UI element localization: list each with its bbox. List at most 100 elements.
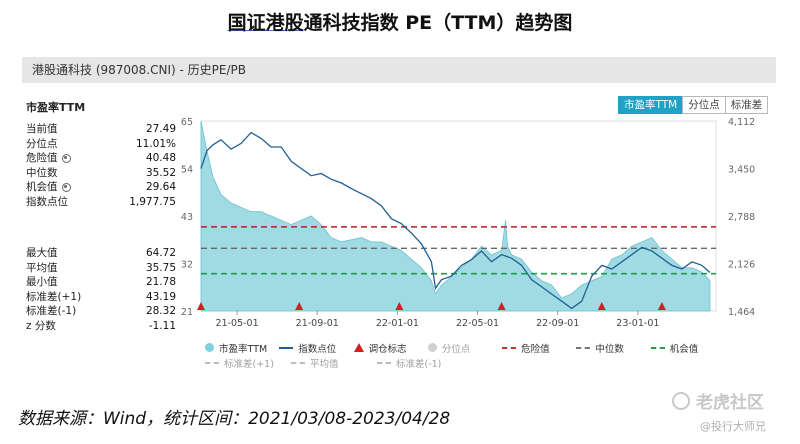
triangle-marker-icon <box>353 343 364 352</box>
dash-swatch-icon <box>291 361 305 364</box>
legend-item[interactable]: 平均值 <box>291 356 377 370</box>
stat-value: 35.75 <box>145 261 176 274</box>
legend-label: 中位数 <box>595 343 624 355</box>
dash-swatch-icon <box>377 361 391 364</box>
rebalance-marker <box>395 302 404 310</box>
tiger-logo-icon <box>672 391 690 410</box>
legend-item[interactable]: 机会值 <box>650 341 725 355</box>
stat-row: 中位数 35.52 <box>26 166 176 181</box>
stat-label: z 分数 <box>26 319 56 332</box>
x-axis-tick-label: 22-01-01 <box>376 318 419 329</box>
pe-area-series <box>200 120 711 312</box>
stat-label: 标准差(+1) <box>26 290 82 303</box>
x-axis-tick-label: 21-05-01 <box>216 318 259 329</box>
rebalance-marker <box>597 302 606 310</box>
right-axis-tick-label: 2,788 <box>728 212 755 223</box>
stat-row: 机会值 29.64 <box>26 180 176 195</box>
dash-swatch-icon <box>650 346 665 349</box>
rebalance-marker <box>657 302 666 310</box>
tab-std-dev[interactable]: 标准差 <box>724 96 769 114</box>
left-axis-tick-label: 21 <box>181 307 193 318</box>
stat-value: 1,977.75 <box>129 195 176 208</box>
stat-row: 当前值 27.49 <box>26 122 176 137</box>
stat-label: 中位数 <box>26 166 58 179</box>
stat-row: 标准差(-1) 28.32 <box>26 304 176 319</box>
legend-label: 指数点位 <box>298 343 337 355</box>
chart-legend: 市盈率TTM 指数点位 调仓标志 分位点 危险值 中位数 机会值 标准差(+1) 平均值 标准差… <box>205 340 725 370</box>
legend-item[interactable]: 中位数 <box>576 341 650 355</box>
watermark-text: 老虎社区 <box>696 393 764 413</box>
stat-value: 28.32 <box>145 305 176 317</box>
rebalance-marker <box>295 302 304 310</box>
page-title: 国证港股通科技指数 PE（TTM）趋势图 <box>227 12 573 34</box>
legend-label: 分位点 <box>441 343 471 355</box>
stat-row: 标准差(+1) 43.19 <box>26 290 176 305</box>
gear-icon[interactable] <box>61 153 71 163</box>
stat-value: 35.52 <box>145 166 176 179</box>
legend-label: 平均值 <box>310 358 339 370</box>
dash-swatch-icon <box>205 361 219 364</box>
left-axis-tick-label: 65 <box>181 117 193 128</box>
legend-item[interactable]: 危险值 <box>502 341 576 355</box>
index-line-series <box>200 131 711 310</box>
tab-pe-ttm[interactable]: 市盈率TTM <box>618 96 684 114</box>
stat-value: -1.11 <box>148 319 176 332</box>
legend-item[interactable]: 标准差(-1) <box>377 356 463 370</box>
stat-row: 分位点 11.01% <box>26 137 176 152</box>
page-title-highlight: 国证港股 <box>227 12 304 34</box>
stat-label: 当前值 <box>26 123 58 135</box>
right-axis-tick-label: 4,112 <box>728 117 755 128</box>
legend-label: 市盈率TTM <box>219 343 268 355</box>
left-axis-tick-label: 54 <box>181 165 193 176</box>
stat-value: 21.78 <box>145 276 176 288</box>
x-axis-tick-label: 21-09-01 <box>296 318 339 329</box>
legend-item[interactable]: 市盈率TTM <box>205 341 279 355</box>
stats-top: 当前值 27.49 分位点 11.01% 危险值 40.48 中位数 35.52 机会值… <box>26 122 176 209</box>
x-axis-tick-label: 23-01-01 <box>616 318 659 329</box>
stat-row: 指数点位 1,977.75 <box>26 195 176 210</box>
stat-label: 最小值 <box>26 276 58 288</box>
legend-label: 危险值 <box>521 343 550 355</box>
legend-label: 调仓标志 <box>368 343 407 355</box>
stat-value: 29.64 <box>145 181 176 193</box>
index-header-bar: 港股通科技 (987008.CNI) - 历史PE/PB <box>22 57 776 83</box>
stat-label: 平均值 <box>26 261 58 274</box>
data-source-footer: 数据来源：Wind，统计区间：2021/03/08-2023/04/28 <box>18 409 451 429</box>
stat-label: 标准差(-1) <box>26 305 77 317</box>
legend-label: 机会值 <box>669 343 699 355</box>
gear-icon[interactable] <box>61 182 71 192</box>
x-axis-tick-label: 22-09-01 <box>536 318 579 329</box>
stat-row: 最小值 21.78 <box>26 275 176 290</box>
stat-row: 平均值 35.75 <box>26 261 176 276</box>
legend-row: 市盈率TTM 指数点位 调仓标志 分位点 危险值 中位数 机会值 <box>205 340 725 355</box>
legend-item[interactable]: 指数点位 <box>279 341 353 355</box>
stat-label: 指数点位 <box>26 195 68 208</box>
right-axis-tick-label: 1,464 <box>728 307 755 318</box>
x-axis-tick-label: 22-05-01 <box>456 318 499 329</box>
circle-swatch-icon <box>205 343 214 352</box>
stat-value: 11.01% <box>135 137 176 150</box>
stat-row: 最大值 64.72 <box>26 246 176 261</box>
stat-label: 分位点 <box>26 137 58 150</box>
stat-value: 43.19 <box>145 290 176 303</box>
stat-value: 40.48 <box>145 152 176 164</box>
right-axis-tick-label: 3,450 <box>728 165 755 176</box>
legend-item[interactable]: 调仓标志 <box>353 341 428 355</box>
stat-value: 27.49 <box>145 123 176 135</box>
rebalance-marker <box>197 302 205 310</box>
stat-row: 危险值 40.48 <box>26 151 176 166</box>
legend-row: 标准差(+1) 平均值 标准差(-1) <box>205 355 725 370</box>
stat-label: 最大值 <box>26 247 58 259</box>
tab-group: 市盈率TTM 分位点 标准差 <box>618 96 769 114</box>
stats-bottom: 最大值 64.72 平均值 35.75 最小值 21.78 标准差(+1) 43.19 … <box>26 246 176 333</box>
legend-item[interactable]: 分位点 <box>427 341 502 355</box>
dash-swatch-icon <box>502 346 517 349</box>
rebalance-marker <box>497 302 506 310</box>
stat-label: 机会值 <box>26 181 58 193</box>
watermark: 老虎社区 <box>672 388 764 413</box>
legend-label: 标准差(+1) <box>224 358 274 370</box>
circle-swatch-icon <box>427 343 437 352</box>
legend-item[interactable]: 标准差(+1) <box>205 356 291 370</box>
left-axis-tick-label: 32 <box>181 260 193 271</box>
